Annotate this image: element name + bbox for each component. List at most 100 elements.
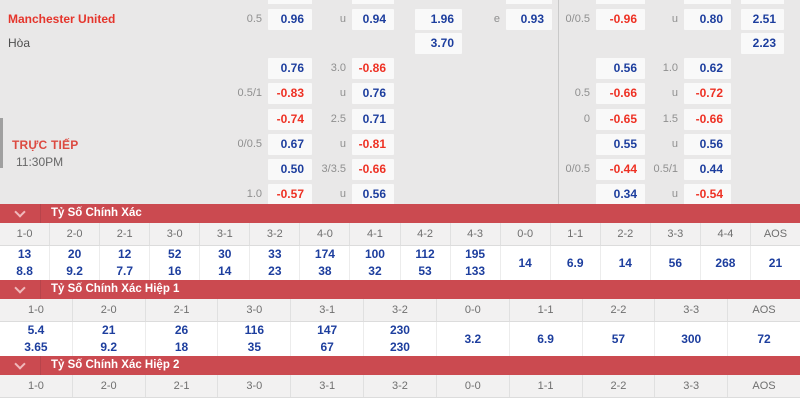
odds-line-label: 0 [583,113,590,125]
odds-button[interactable]: 0.93 [506,9,552,30]
score-odds-button[interactable]: 3.2 [437,322,510,356]
score-odds-button[interactable]: 14 [601,246,651,280]
odds-button[interactable]: -0.96 [596,9,645,30]
score-column-header: 3-1 [200,223,251,245]
score-odds-button[interactable]: 112 53 [401,246,451,280]
odds-button[interactable]: -0.81 [352,134,394,155]
cutoff-odds-cell [741,0,784,4]
score-odds-button[interactable]: 147 67 [291,322,365,356]
odds-button[interactable]: 0.62 [684,58,731,79]
score-column-header: AOS [752,380,776,392]
score-column-header: 0-0 [437,299,510,321]
odds-button[interactable]: 0.56 [352,184,394,204]
odds-button[interactable]: 0.55 [596,134,645,155]
odds-button[interactable]: -0.86 [352,58,394,79]
odds-button[interactable]: -0.44 [596,159,645,180]
odds-button[interactable]: 0.71 [352,109,394,130]
odds-button[interactable]: -0.54 [684,184,731,204]
score-odds-button[interactable]: 56 [651,246,701,280]
odds-button[interactable]: 0.94 [352,9,394,30]
odds-button[interactable]: 2.51 [741,9,784,30]
odds-button[interactable]: 0.76 [268,58,312,79]
score-odds-button[interactable]: 300 [655,322,729,356]
score-section-half1: Tỷ Số Chính Xác Hiệp 1 1-0 2-0 2-1 3-0 3-1 3-… [0,280,800,356]
odds-button[interactable]: 0.50 [268,159,312,180]
score-values-row: 5.4 3.65 21 9.2 26 18 116 35 147 67 230 230 3.2 6.9 57… [0,322,800,356]
score-column-headers: 1-0 2-0 2-1 3-0 3-1 3-2 4-0 4-1 4-2 4-3 0-0 1-1 2-2 3… [0,223,800,246]
score-odds-button[interactable]: 57 [583,322,656,356]
chevron-down-icon [0,356,41,375]
section-header-half1[interactable]: Tỷ Số Chính Xác Hiệp 1 [0,280,800,299]
score-odds-button[interactable]: 6.9 [510,322,583,356]
odds-button[interactable]: -0.66 [684,109,731,130]
score-odds-button[interactable]: 6.9 [551,246,601,280]
odds-button[interactable]: 0.56 [596,58,645,79]
odds-button[interactable]: 0.96 [268,9,312,30]
odds-button[interactable]: -0.83 [268,83,312,104]
score-odds-button[interactable]: 116 35 [218,322,292,356]
score-odds-button[interactable]: 174 38 [300,246,351,280]
score-column-header: 1-1 [510,375,583,397]
chevron-down-icon [0,204,41,223]
score-odds-button[interactable]: 13 8.8 [0,246,51,280]
score-odds-button[interactable]: 52 16 [150,246,201,280]
odds-button[interactable]: -0.74 [268,109,312,130]
score-column-header: 2-2 [583,375,656,397]
odds-button[interactable]: -0.66 [596,83,645,104]
score-odds-button[interactable]: 5.4 3.65 [0,322,73,356]
score-column-header: 2-2 [601,223,651,245]
odds-button[interactable]: -0.57 [268,184,312,204]
section-header-half2[interactable]: Tỷ Số Chính Xác Hiệp 2 [0,356,800,375]
odds-line-label: 3.0 [330,62,346,74]
score-odds-button[interactable]: 20 9.2 [50,246,101,280]
score-odds-button[interactable]: 33 23 [250,246,301,280]
odds-button[interactable]: 0.76 [352,83,394,104]
odds-button[interactable]: 0.56 [684,134,731,155]
section-title: Tỷ Số Chính Xác [51,207,142,219]
score-column-header: 3-1 [291,299,365,321]
odds-button[interactable]: 0.67 [268,134,312,155]
score-odds-button[interactable]: 268 [701,246,751,280]
score-column-header: 1-0 [0,299,73,321]
odds-button[interactable]: 0.80 [684,9,731,30]
odds-button[interactable]: 2.23 [741,33,784,54]
odds-button[interactable]: 1.96 [415,9,462,30]
cutoff-odds-cell [268,0,312,4]
odds-button[interactable]: 3.70 [415,33,462,54]
score-column-headers: 1-0 2-0 2-1 3-0 3-1 3-2 0-0 1-1 2-2 3-3 AOS [0,375,800,398]
cutoff-odds-cell [352,0,394,4]
odds-button[interactable]: 0.44 [684,159,731,180]
score-column-header: 4-1 [350,223,401,245]
score-odds-button[interactable]: 100 32 [350,246,401,280]
score-odds-button[interactable]: 30 14 [200,246,251,280]
score-odds-button[interactable]: 21 9.2 [73,322,146,356]
score-column-header: 3-0 [218,375,292,397]
score-odds-button[interactable]: 12 7.7 [100,246,151,280]
score-odds-button[interactable]: 21 [768,255,783,270]
score-column-header: 4-3 [451,223,501,245]
odds-button[interactable]: 0.34 [596,184,645,204]
odds-line-label: u [339,188,346,200]
odds-line-label: u [671,138,678,150]
score-odds-button[interactable]: 195 133 [451,246,501,280]
odds-button[interactable]: -0.72 [684,83,731,104]
score-column-header: 3-0 [150,223,201,245]
score-column-header: 3-3 [651,223,701,245]
score-column-header: 2-2 [583,299,656,321]
score-column-header: 1-1 [510,299,583,321]
score-odds-button[interactable]: 26 18 [146,322,219,356]
section-header-fulltime[interactable]: Tỷ Số Chính Xác [0,204,800,223]
section-title: Tỷ Số Chính Xác Hiệp 1 [51,283,180,295]
odds-button[interactable]: -0.66 [352,159,394,180]
score-column-header: 2-0 [73,375,146,397]
chevron-down-icon [0,280,41,299]
score-values-row: 13 8.8 20 9.2 12 7.7 52 16 30 14 33 23 174 38 100 32 112… [0,246,800,280]
odds-line-label: 0/0.5 [237,138,262,150]
score-odds-button[interactable]: 14 [501,246,551,280]
score-odds-button[interactable]: 230 230 [364,322,437,356]
odds-line-label: 0/0.5 [565,13,590,25]
score-sections: Tỷ Số Chính Xác 1-0 2-0 2-1 3-0 3-1 3-2 4-0 4-1… [0,204,800,400]
odds-button[interactable]: -0.65 [596,109,645,130]
score-column-header: 1-0 [0,375,73,397]
score-odds-button[interactable]: 72 [757,331,771,346]
